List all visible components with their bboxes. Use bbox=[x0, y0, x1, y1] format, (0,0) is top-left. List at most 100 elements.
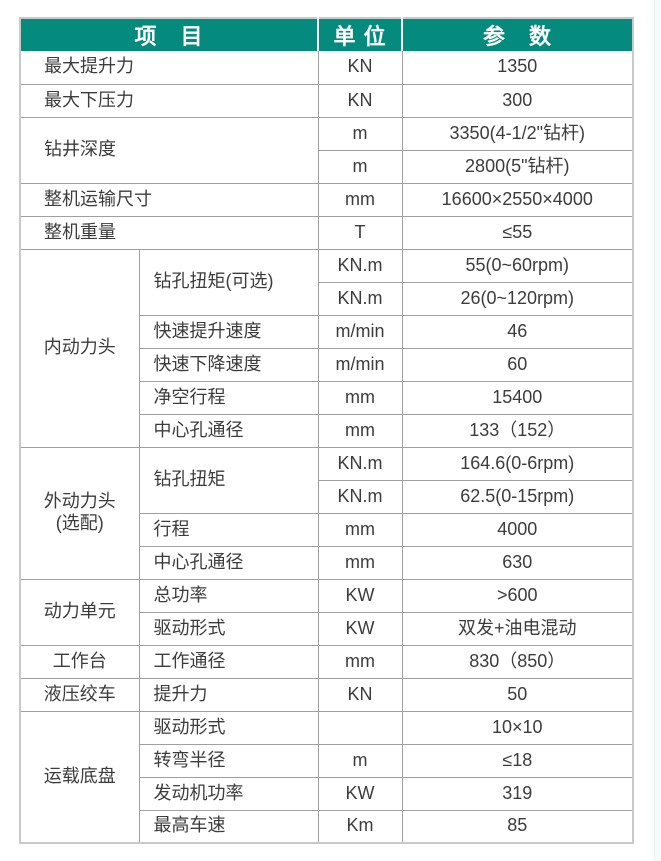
table-row: 快速下降速度 m/min 60 bbox=[20, 347, 634, 382]
unit-cell: T bbox=[317, 215, 403, 250]
param-cell: 133（152） bbox=[401, 413, 634, 448]
param-cell: 60 bbox=[401, 347, 634, 382]
unit-cell: KN.m bbox=[317, 248, 403, 283]
sub-item-cell: 钻孔扭矩(可选) bbox=[138, 248, 319, 316]
table-row: 驱动形式 KW 双发+油电混动 bbox=[20, 611, 634, 646]
table-row: 最大下压力 KN 300 bbox=[19, 83, 634, 118]
param-cell: 2800(5"钻杆) bbox=[401, 149, 634, 184]
sub-item-cell: 快速提升速度 bbox=[138, 314, 319, 349]
param-cell: 164.6(0-6rpm) bbox=[401, 446, 634, 481]
param-cell: 15400 bbox=[401, 380, 634, 415]
unit-cell: KW bbox=[317, 611, 403, 646]
unit-cell: KN.m bbox=[317, 479, 403, 514]
table-row: 中心孔通径 mm 133（152） bbox=[20, 413, 634, 448]
right-edge-strip bbox=[654, 0, 661, 861]
item-cell: 最大提升力 bbox=[19, 51, 319, 85]
param-cell: 630 bbox=[401, 545, 634, 580]
unit-cell: mm bbox=[317, 182, 403, 217]
sub-item-cell: 驱动形式 bbox=[138, 710, 319, 745]
table-header: 项 目 单 位 参 数 bbox=[20, 18, 634, 51]
table-row: m 2800(5"钻杆) bbox=[20, 149, 634, 184]
table-row: 整机运输尺寸 mm 16600×2550×4000 bbox=[19, 182, 634, 217]
column-header-param: 参 数 bbox=[401, 18, 634, 51]
table-row: 内动力头 钻孔扭矩(可选) KN.m 55(0~60rpm) bbox=[19, 248, 634, 448]
group-cell: 外动力头 (选配) bbox=[19, 446, 140, 580]
sub-item-cell: 提升力 bbox=[138, 677, 319, 712]
unit-cell: m bbox=[317, 743, 403, 778]
unit-cell: KW bbox=[317, 776, 403, 811]
table-row: 快速提升速度 m/min 46 bbox=[20, 314, 634, 349]
sub-item-cell: 行程 bbox=[138, 512, 319, 547]
unit-cell: KN bbox=[317, 51, 403, 85]
group-cell: 液压绞车 bbox=[19, 677, 140, 712]
item-cell: 整机运输尺寸 bbox=[19, 182, 319, 217]
spec-table: 项 目 单 位 参 数 最大提升力 KN 1350 最大下压力 KN 300 钻… bbox=[19, 17, 635, 844]
unit-cell: KW bbox=[317, 578, 403, 613]
unit-cell: m/min bbox=[317, 347, 403, 382]
column-header-unit: 单 位 bbox=[317, 18, 403, 51]
table-row: 转弯半径 m ≤18 bbox=[20, 743, 634, 778]
param-cell: ≤18 bbox=[401, 743, 634, 778]
unit-cell: KN bbox=[317, 83, 403, 118]
unit-cell: KN.m bbox=[317, 281, 403, 316]
item-cell: 钻井深度 bbox=[19, 116, 319, 184]
group-cell: 内动力头 bbox=[19, 248, 140, 448]
table-row: 液压绞车 提升力 KN 50 bbox=[19, 677, 634, 712]
sub-item-cell: 中心孔通径 bbox=[138, 545, 319, 580]
unit-cell: m/min bbox=[317, 314, 403, 349]
column-header-item: 项 目 bbox=[20, 18, 319, 51]
table-body: 最大提升力 KN 1350 最大下压力 KN 300 钻井深度 m 3350(4… bbox=[19, 51, 634, 844]
table-row: 外动力头 (选配) 钻孔扭矩 KN.m 164.6(0-6rpm) bbox=[19, 446, 634, 580]
sub-item-cell: 净空行程 bbox=[138, 380, 319, 415]
unit-cell bbox=[317, 710, 403, 745]
group-cell: 动力单元 bbox=[19, 578, 140, 646]
param-cell: 830（850） bbox=[401, 644, 634, 679]
table-row: 钻井深度 m 3350(4-1/2"钻杆) bbox=[19, 116, 634, 184]
sub-item-cell: 转弯半径 bbox=[138, 743, 319, 778]
sub-item-cell: 快速下降速度 bbox=[138, 347, 319, 382]
table-row: 净空行程 mm 15400 bbox=[20, 380, 634, 415]
sub-item-cell: 驱动形式 bbox=[138, 611, 319, 646]
param-cell: 62.5(0-15rpm) bbox=[401, 479, 634, 514]
table-row: 运载底盘 驱动形式 10×10 bbox=[19, 710, 634, 844]
group-cell: 运载底盘 bbox=[19, 710, 140, 844]
param-cell: 4000 bbox=[401, 512, 634, 547]
table-row: 整机重量 T ≤55 bbox=[19, 215, 634, 250]
sub-item-cell: 发动机功率 bbox=[138, 776, 319, 811]
item-cell: 整机重量 bbox=[19, 215, 319, 250]
unit-cell: mm bbox=[317, 644, 403, 679]
table-row: 最大提升力 KN 1350 bbox=[19, 51, 634, 85]
sub-item-cell: 钻孔扭矩 bbox=[138, 446, 319, 514]
param-cell: 319 bbox=[401, 776, 634, 811]
table-row: 中心孔通径 mm 630 bbox=[20, 545, 634, 580]
param-cell: 85 bbox=[401, 809, 634, 844]
param-cell: 1350 bbox=[401, 51, 634, 85]
param-cell: 26(0~120rpm) bbox=[401, 281, 634, 316]
table-row: 行程 mm 4000 bbox=[20, 512, 634, 547]
table-row: 最高车速 Km 85 bbox=[20, 809, 634, 844]
param-cell: 3350(4-1/2"钻杆) bbox=[401, 116, 634, 151]
unit-cell: Km bbox=[317, 809, 403, 844]
unit-cell: m bbox=[317, 149, 403, 184]
unit-cell: KN bbox=[317, 677, 403, 712]
param-cell: 16600×2550×4000 bbox=[401, 182, 634, 217]
sub-item-cell: 总功率 bbox=[138, 578, 319, 613]
unit-cell: mm bbox=[317, 380, 403, 415]
sub-item-cell: 最高车速 bbox=[138, 809, 319, 844]
group-cell: 工作台 bbox=[19, 644, 140, 679]
table-row: 动力单元 总功率 KW >600 bbox=[19, 578, 634, 646]
param-cell: 50 bbox=[401, 677, 634, 712]
param-cell: 10×10 bbox=[401, 710, 634, 745]
param-cell: >600 bbox=[401, 578, 634, 613]
unit-cell: mm bbox=[317, 545, 403, 580]
unit-cell: m bbox=[317, 116, 403, 151]
unit-cell: KN.m bbox=[317, 446, 403, 481]
param-cell: 300 bbox=[401, 83, 634, 118]
table-row: KN.m 26(0~120rpm) bbox=[20, 281, 634, 316]
table-row: 工作台 工作通径 mm 830（850） bbox=[19, 644, 634, 679]
unit-cell: mm bbox=[317, 413, 403, 448]
param-cell: 双发+油电混动 bbox=[401, 611, 634, 646]
sub-item-cell: 工作通径 bbox=[138, 644, 319, 679]
param-cell: 46 bbox=[401, 314, 634, 349]
